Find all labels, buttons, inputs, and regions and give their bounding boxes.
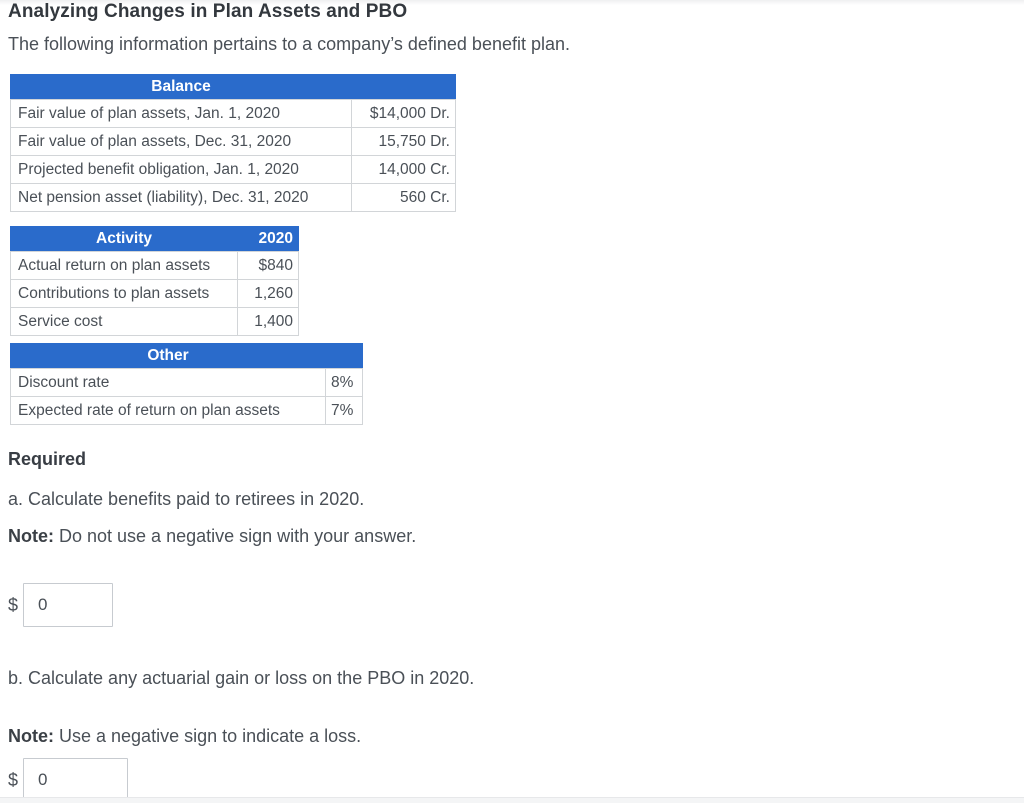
note-text: Use a negative sign to indicate a loss. [54, 726, 362, 746]
activity-row-value: $840 [237, 251, 299, 280]
activity-table: Activity 2020 Actual return on plan asse… [10, 226, 299, 336]
table-row: Actual return on plan assets $840 [10, 251, 299, 280]
other-row-label: Expected rate of return on plan assets [10, 396, 326, 425]
answer-input-a[interactable] [23, 583, 114, 627]
table-row: Net pension asset (liability), Dec. 31, … [10, 183, 456, 212]
table-row: Contributions to plan assets 1,260 [10, 279, 299, 308]
activity-row-label: Service cost [10, 307, 238, 336]
note-text: Do not use a negative sign with your ans… [54, 526, 417, 546]
activity-header-row: Activity 2020 [10, 226, 299, 252]
balance-row-label: Fair value of plan assets, Dec. 31, 2020 [10, 127, 352, 156]
answer-input-b[interactable] [23, 758, 129, 802]
note-label: Note: [8, 726, 54, 746]
table-row: Discount rate 8% [10, 368, 363, 397]
activity-year-header-cell: 2020 [237, 226, 299, 252]
balance-row-label: Net pension asset (liability), Dec. 31, … [10, 183, 352, 212]
intro-text: The following information pertains to a … [8, 34, 571, 54]
other-row-label: Discount rate [10, 368, 326, 397]
balance-row-value: 560 Cr. [351, 183, 456, 212]
balance-row-value: $14,000 Dr. [351, 99, 456, 128]
other-header-cell: Other [10, 343, 326, 369]
table-row: Service cost 1,400 [10, 307, 299, 336]
activity-row-value: 1,400 [237, 307, 299, 336]
activity-row-label: Contributions to plan assets [10, 279, 238, 308]
answer-row-a: $ [8, 583, 114, 627]
required-heading: Required [8, 449, 87, 469]
question-b-note: Note: Use a negative sign to indicate a … [8, 726, 361, 747]
table-row: Fair value of plan assets, Dec. 31, 2020… [10, 127, 456, 156]
activity-header-cell: Activity [10, 226, 238, 252]
balance-header-row: Balance [10, 74, 456, 100]
top-shadow [0, 0, 1024, 5]
balance-row-value: 14,000 Cr. [351, 155, 456, 184]
table-row: Expected rate of return on plan assets 7… [10, 396, 363, 425]
dollar-sign-label: $ [8, 594, 19, 615]
question-b-prompt: b. Calculate any actuarial gain or loss … [8, 668, 475, 688]
table-row: Fair value of plan assets, Jan. 1, 2020 … [10, 99, 456, 128]
other-header-empty-cell [325, 343, 363, 369]
balance-row-label: Projected benefit obligation, Jan. 1, 20… [10, 155, 352, 184]
activity-row-label: Actual return on plan assets [10, 251, 238, 280]
other-header-row: Other [10, 343, 363, 369]
activity-row-value: 1,260 [237, 279, 299, 308]
table-row: Projected benefit obligation, Jan. 1, 20… [10, 155, 456, 184]
balance-row-value: 15,750 Dr. [351, 127, 456, 156]
balance-row-label: Fair value of plan assets, Jan. 1, 2020 [10, 99, 352, 128]
answer-row-b: $ [8, 758, 129, 802]
bottom-edge-strip [0, 797, 1024, 803]
note-label: Note: [8, 526, 54, 546]
balance-header-empty-cell [351, 74, 456, 100]
other-table: Other Discount rate 8% Expected rate of … [10, 343, 363, 425]
balance-header-cell: Balance [10, 74, 352, 100]
balance-table: Balance Fair value of plan assets, Jan. … [10, 74, 456, 212]
dollar-sign-label: $ [8, 769, 19, 790]
other-row-value: 8% [325, 368, 363, 397]
question-a-note: Note: Do not use a negative sign with yo… [8, 526, 416, 547]
other-row-value: 7% [325, 396, 363, 425]
page-title: Analyzing Changes in Plan Assets and PBO [8, 1, 408, 22]
question-a-prompt: a. Calculate benefits paid to retirees i… [8, 489, 365, 509]
